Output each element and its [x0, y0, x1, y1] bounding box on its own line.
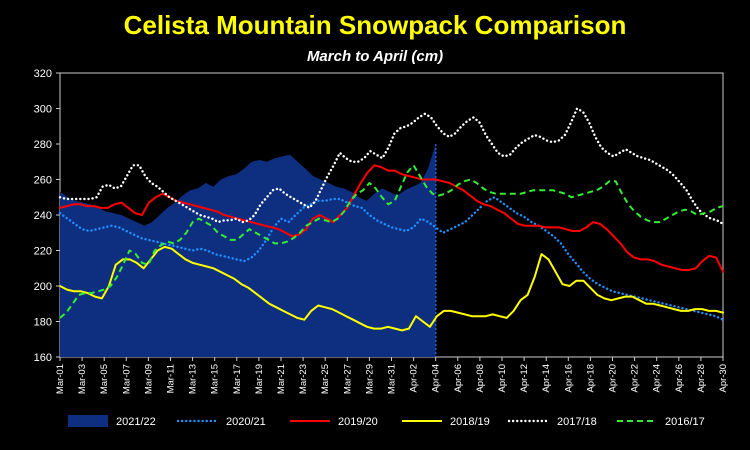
series-line-2016-17: [59, 164, 724, 319]
x-tick-label: Mar-19: [254, 364, 265, 394]
legend-label: 2018/19: [450, 416, 490, 428]
legend-label: 2019/20: [338, 416, 378, 428]
y-tick-label: 220: [34, 246, 52, 258]
x-tick-label: Apr-14: [541, 364, 552, 393]
x-tick-label: Mar-25: [320, 364, 331, 394]
x-tick-label: Apr-08: [475, 364, 486, 393]
series-line-2018-19: [59, 245, 724, 332]
x-tick-label: Mar-01: [55, 364, 66, 394]
x-axis: Mar-01 Mar-03 Mar-05 Mar-07 Mar-09 Mar-11 Mar-…: [55, 357, 729, 394]
x-tick-label: Mar-29: [364, 364, 375, 394]
x-tick-label: Mar-21: [276, 364, 287, 394]
series-layer: [58, 107, 725, 357]
x-tick-label: Apr-04: [431, 364, 442, 393]
x-tick-label: Apr-10: [497, 364, 508, 393]
x-tick-label: Apr-30: [718, 364, 729, 393]
x-tick-label: Apr-02: [409, 364, 420, 393]
series-line-2019-20: [59, 164, 724, 273]
y-axis: 160 180 200 220 240 260 280 300 320: [34, 68, 60, 364]
y-tick-label: 180: [34, 317, 52, 329]
y-tick-label: 160: [34, 352, 52, 364]
y-tick-label: 260: [34, 175, 52, 187]
series-line-2020-21: [58, 196, 725, 321]
chart-subtitle: March to April (cm): [306, 48, 444, 65]
x-tick-label: Mar-27: [342, 364, 353, 394]
x-tick-label: Apr-22: [630, 364, 641, 393]
x-tick-label: Mar-11: [166, 364, 177, 393]
legend-label: 2017/18: [557, 416, 597, 428]
legend-label: 2016/17: [665, 416, 705, 428]
x-tick-label: Mar-05: [99, 364, 110, 394]
series-area-2021-22: [60, 144, 436, 357]
x-tick-label: Mar-23: [298, 364, 309, 394]
x-tick-label: Apr-20: [608, 364, 619, 393]
x-tick-label: Apr-16: [563, 364, 574, 393]
x-tick-label: Apr-28: [696, 364, 707, 393]
x-tick-label: Apr-06: [453, 364, 464, 393]
x-tick-label: Mar-15: [210, 364, 221, 394]
x-tick-label: Mar-31: [387, 364, 398, 394]
series-line-2017-18: [58, 107, 725, 226]
x-tick-label: Mar-03: [77, 364, 88, 394]
y-tick-label: 280: [34, 139, 52, 151]
chart-title: Celista Mountain Snowpack Comparison: [123, 10, 627, 40]
legend-swatch: [68, 415, 108, 427]
legend-label: 2021/22: [116, 416, 156, 428]
x-tick-label: Apr-18: [585, 364, 596, 393]
y-tick-label: 300: [34, 104, 52, 116]
y-tick-label: 240: [34, 210, 52, 222]
y-tick-label: 200: [34, 281, 52, 293]
x-tick-label: Mar-13: [188, 364, 199, 394]
x-tick-label: Mar-07: [121, 364, 132, 394]
x-tick-label: Mar-17: [232, 364, 243, 394]
legend-label: 2020/21: [226, 416, 266, 428]
legend: 2021/22 2020/21 2019/20 2018/19 2017/18 2016/…: [68, 415, 705, 428]
y-tick-label: 320: [34, 68, 52, 80]
x-tick-label: Apr-26: [674, 364, 685, 393]
x-tick-label: Apr-12: [519, 364, 530, 393]
x-tick-label: Apr-24: [652, 364, 663, 393]
x-tick-label: Mar-09: [143, 364, 154, 394]
